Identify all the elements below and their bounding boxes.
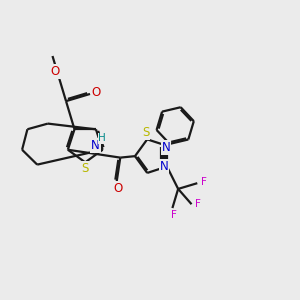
Text: F: F bbox=[171, 209, 177, 220]
Text: F: F bbox=[201, 177, 207, 187]
Text: N: N bbox=[162, 141, 170, 154]
Text: S: S bbox=[82, 162, 89, 175]
Text: O: O bbox=[113, 182, 123, 195]
Text: N: N bbox=[91, 139, 100, 152]
Text: O: O bbox=[92, 86, 101, 99]
Text: H: H bbox=[98, 134, 106, 143]
Text: F: F bbox=[195, 199, 201, 209]
Text: N: N bbox=[160, 160, 168, 173]
Text: O: O bbox=[51, 65, 60, 78]
Text: S: S bbox=[142, 126, 149, 139]
